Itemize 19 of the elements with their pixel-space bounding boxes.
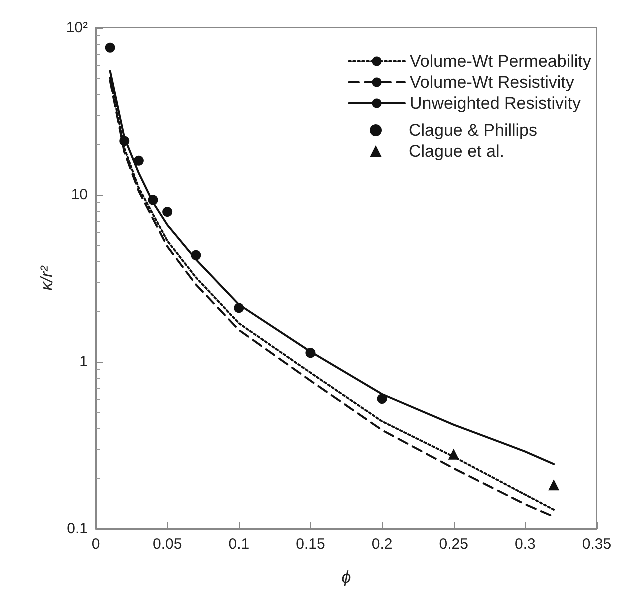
legend-label: Unweighted Resistivity bbox=[410, 94, 582, 113]
y-tick-label: 10 bbox=[71, 186, 88, 204]
y-tick-label: 0.1 bbox=[67, 520, 88, 538]
x-tick-label: 0.3 bbox=[515, 536, 536, 553]
legend-label: Volume-Wt Permeability bbox=[410, 52, 592, 71]
legend-label: Volume-Wt Resistivity bbox=[410, 73, 575, 92]
x-tick-label: 0.2 bbox=[372, 536, 393, 553]
x-axis-title: ϕ bbox=[342, 568, 352, 587]
x-tick-label: 0.1 bbox=[228, 536, 250, 553]
legend-label: Clague & Phillips bbox=[409, 121, 538, 140]
x-tick-label: 0.05 bbox=[152, 536, 182, 553]
y-axis-title: κ/r² bbox=[37, 264, 56, 291]
x-tick-label: 0.15 bbox=[296, 536, 326, 553]
x-tick-label: 0 bbox=[92, 536, 100, 553]
legend-label: Clague et al. bbox=[409, 142, 504, 161]
x-tick-label: 0.35 bbox=[582, 536, 612, 553]
y-tick-label: 10² bbox=[66, 20, 88, 36]
y-tick-label: 1 bbox=[80, 354, 88, 370]
x-tick-label: 0.25 bbox=[439, 536, 468, 553]
